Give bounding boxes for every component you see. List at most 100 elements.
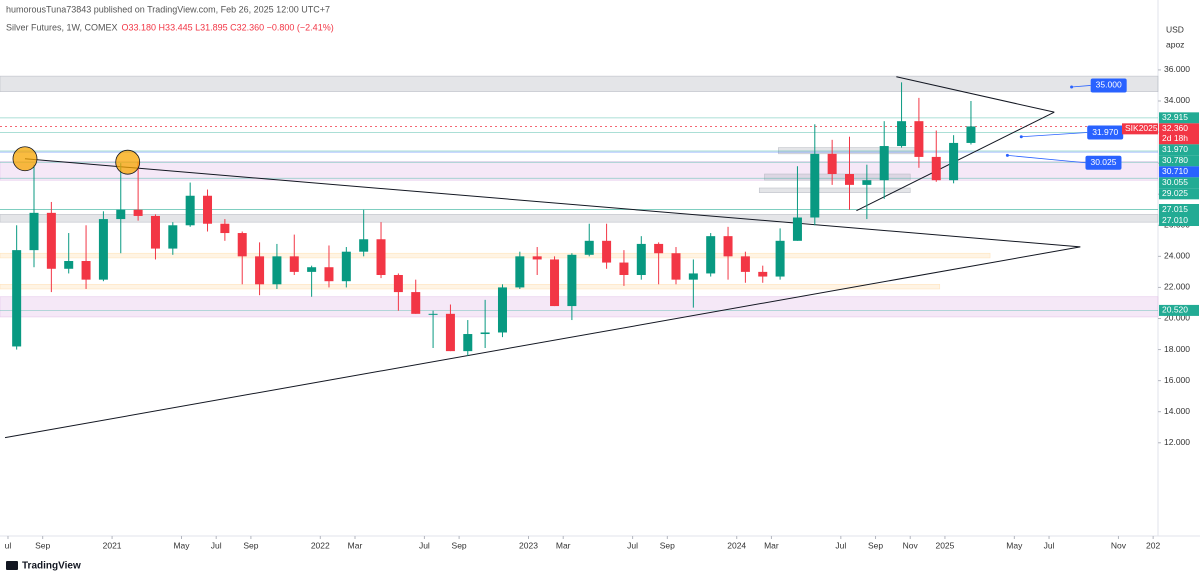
candle-body: [480, 332, 490, 335]
x-tick-label: 2025: [935, 540, 954, 550]
x-tick-label: Sep: [868, 540, 883, 550]
callout-label: 30.025: [1090, 157, 1116, 167]
candle-body: [116, 209, 126, 220]
footer-text: TradingView: [22, 561, 81, 572]
x-tick-label: Sep: [243, 540, 258, 550]
candle-body: [515, 256, 525, 288]
callout-tip: [1019, 135, 1023, 139]
candle-body: [671, 253, 681, 280]
callout-tip: [1005, 153, 1009, 157]
x-tick-label: Jul: [211, 540, 222, 550]
callout-label: 35.000: [1096, 80, 1122, 90]
candle-body: [619, 262, 629, 275]
chart-title: Silver Futures, 1W, COMEX: [6, 22, 118, 32]
zone: [0, 161, 1159, 181]
candle-body: [237, 233, 247, 257]
callout-label: 31.970: [1092, 127, 1118, 137]
candle-body: [949, 142, 959, 181]
price-label: 29.025: [1162, 188, 1188, 198]
x-tick-label: 202: [1146, 540, 1160, 550]
x-tick-label: 2021: [103, 540, 122, 550]
y-tick-label: 14.000: [1164, 406, 1190, 416]
zone: [758, 187, 911, 193]
price-label: 27.015: [1162, 204, 1188, 214]
countdown: 2d 18h: [1162, 133, 1188, 143]
price-label-box: [1159, 123, 1199, 145]
candle-body: [532, 256, 542, 260]
y-tick-label: 12.000: [1164, 437, 1190, 447]
callout-pointer: [1021, 132, 1088, 138]
y-tick-label: 18.000: [1164, 344, 1190, 354]
candle-body: [376, 239, 386, 275]
candle-body: [931, 156, 941, 181]
candle-body: [133, 209, 143, 216]
candle-body: [636, 243, 646, 275]
candle-body: [740, 256, 750, 272]
marker: [12, 146, 38, 172]
candle-body: [29, 212, 39, 251]
symbol-badge: [1122, 123, 1158, 135]
price-label: 30.710: [1162, 166, 1188, 176]
trendline: [4, 246, 1081, 439]
x-tick-label: Jul: [627, 540, 638, 550]
candle-body: [584, 240, 594, 255]
candle-body: [324, 267, 334, 282]
candle-body: [602, 240, 612, 263]
candle-body: [550, 259, 560, 307]
marker: [115, 149, 141, 175]
x-tick-label: Jul: [1044, 540, 1055, 550]
symbol-label: SIK2025: [1125, 123, 1158, 133]
candle-body: [914, 121, 924, 157]
price-label: 32.915: [1162, 112, 1188, 122]
candle-body: [255, 256, 265, 285]
price-label: 31.970: [1162, 144, 1188, 154]
candle-body: [706, 236, 716, 274]
candle-body: [463, 334, 473, 352]
candle-body: [428, 313, 438, 315]
candle-body: [897, 121, 907, 147]
x-tick-label: Jul: [835, 540, 846, 550]
price-label-box: [1159, 188, 1199, 200]
price-label: 30.780: [1162, 155, 1188, 165]
candle-body: [341, 251, 351, 282]
x-tick-label: Mar: [764, 540, 779, 550]
trendline: [896, 76, 1055, 113]
callout-tip: [1070, 85, 1074, 89]
callout-pointer: [1007, 154, 1086, 164]
x-tick-label: May: [173, 540, 190, 550]
price-label-box: [1159, 177, 1199, 189]
zone: [0, 214, 1159, 223]
price-label-box: [1159, 144, 1199, 156]
candle-body: [810, 153, 820, 218]
candle-body: [688, 273, 698, 280]
price-label: 20.520: [1162, 305, 1188, 315]
x-tick-label: Mar: [348, 540, 363, 550]
x-tick-label: Nov: [1111, 540, 1127, 550]
zone: [0, 284, 941, 290]
x-tick-label: Sep: [660, 540, 675, 550]
candle-body: [827, 153, 837, 175]
candle-body: [497, 287, 507, 333]
candle-body: [64, 261, 74, 269]
candle-body: [445, 313, 455, 352]
publisher: humorousTuna73843 published on TradingVi…: [6, 4, 330, 14]
candle-body: [966, 126, 976, 143]
candle-body: [203, 195, 213, 224]
ohlc-line: O33.180 H33.445 L31.895 C32.360 −0.800 (…: [122, 22, 334, 32]
y-tick-label: 16.000: [1164, 375, 1190, 385]
zone: [0, 296, 1159, 318]
x-tick-label: 2024: [727, 540, 746, 550]
candle-body: [359, 239, 369, 252]
zone: [0, 252, 991, 259]
candle-body: [845, 174, 855, 185]
y-tick-label: 34.000: [1164, 95, 1190, 105]
candle-body: [46, 212, 56, 269]
y-tick-label: 20.000: [1164, 313, 1190, 323]
x-tick-label: Mar: [556, 540, 571, 550]
candle-body: [775, 240, 785, 277]
zone: [764, 173, 911, 181]
callout-box: [1085, 155, 1122, 170]
x-tick-label: Jul: [419, 540, 430, 550]
footer-logo: TradingView: [6, 561, 81, 572]
